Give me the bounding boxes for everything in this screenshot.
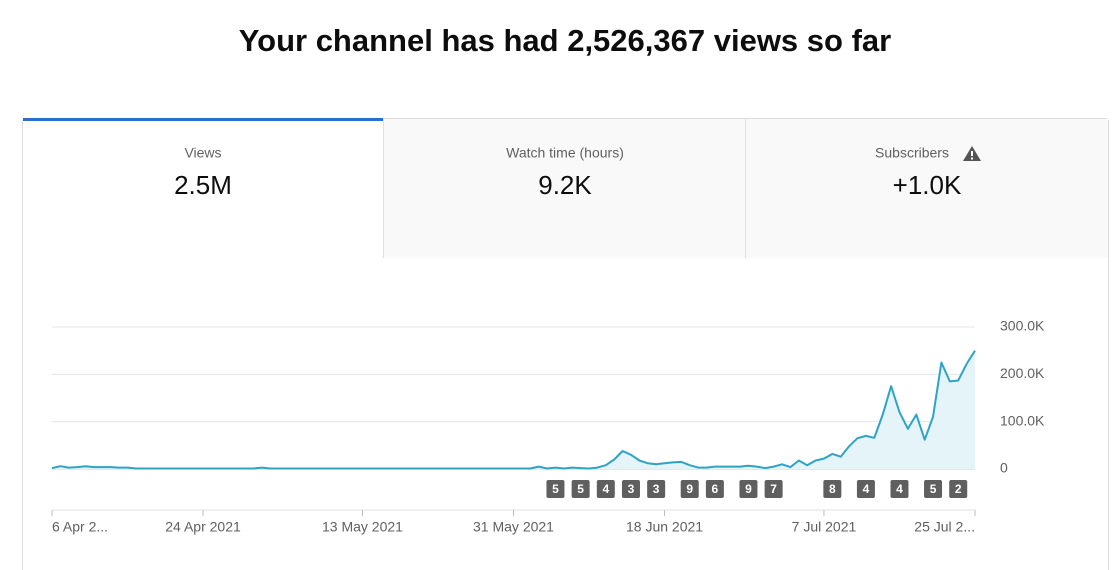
annotation-label: 7	[770, 482, 777, 496]
warning-icon[interactable]	[963, 146, 981, 161]
annotation-marker	[647, 480, 666, 498]
x-tick-label: 31 May 2021	[473, 519, 554, 535]
annotation-label: 4	[863, 482, 870, 496]
tab-value: +1.0K	[893, 170, 962, 200]
tab-value: 2.5M	[174, 170, 232, 200]
annotation-label: 4	[602, 482, 609, 496]
annotation-marker	[949, 480, 968, 498]
annotation-label: 3	[653, 482, 660, 496]
annotation-marker	[739, 480, 758, 498]
active-tab-indicator	[23, 118, 383, 121]
annotation-marker	[890, 480, 909, 498]
annotation-label: 9	[745, 482, 752, 496]
annotation-marker	[823, 480, 842, 498]
annotation-marker	[856, 480, 875, 498]
x-tick-label: 25 Jul 2...	[914, 519, 975, 535]
x-tick-label: 13 May 2021	[322, 519, 403, 535]
tab-label: Views	[184, 145, 221, 161]
annotation-label: 8	[829, 482, 836, 496]
annotation-label: 5	[552, 482, 559, 496]
annotation-marker	[680, 480, 699, 498]
tab-value: 9.2K	[538, 170, 592, 200]
annotation-label: 5	[577, 482, 584, 496]
annotation-label: 3	[628, 482, 635, 496]
plot: 0 100.0K 200.0K 300.0K 5 5 4 3 3 9 6 9 7 8 4 4 5 2 6 Apr 2…	[51, 318, 1045, 535]
annotation-label: 2	[955, 482, 962, 496]
annotation-marker	[596, 480, 615, 498]
y-tick-label: 300.0K	[1000, 318, 1045, 334]
annotation-label: 6	[712, 482, 719, 496]
page-title: Your channel has had 2,526,367 views so …	[239, 23, 891, 58]
annotation-label: 5	[930, 482, 937, 496]
x-tick-label: 7 Jul 2021	[792, 519, 857, 535]
annotation-marker	[764, 480, 783, 498]
annotation-marker	[571, 480, 590, 498]
annotation-label: 9	[686, 482, 693, 496]
annotation-marker	[546, 480, 565, 498]
line	[51, 350, 976, 470]
y-tick-label: 100.0K	[1000, 412, 1045, 428]
annotation-label: 4	[896, 482, 903, 496]
annotation-marker	[705, 480, 724, 498]
area	[52, 350, 975, 469]
tab-label: Subscribers	[875, 145, 949, 161]
annotation-marker	[621, 480, 640, 498]
annotation-marker	[924, 480, 943, 498]
x-tick-label: 6 Apr 2...	[52, 519, 108, 535]
x-tick-label: 24 Apr 2021	[165, 519, 241, 535]
x-tick-label: 18 Jun 2021	[626, 519, 703, 535]
y-tick-label: 200.0K	[1000, 365, 1045, 381]
y-tick-label: 0	[1000, 460, 1008, 476]
tab-label: Watch time (hours)	[506, 145, 624, 161]
